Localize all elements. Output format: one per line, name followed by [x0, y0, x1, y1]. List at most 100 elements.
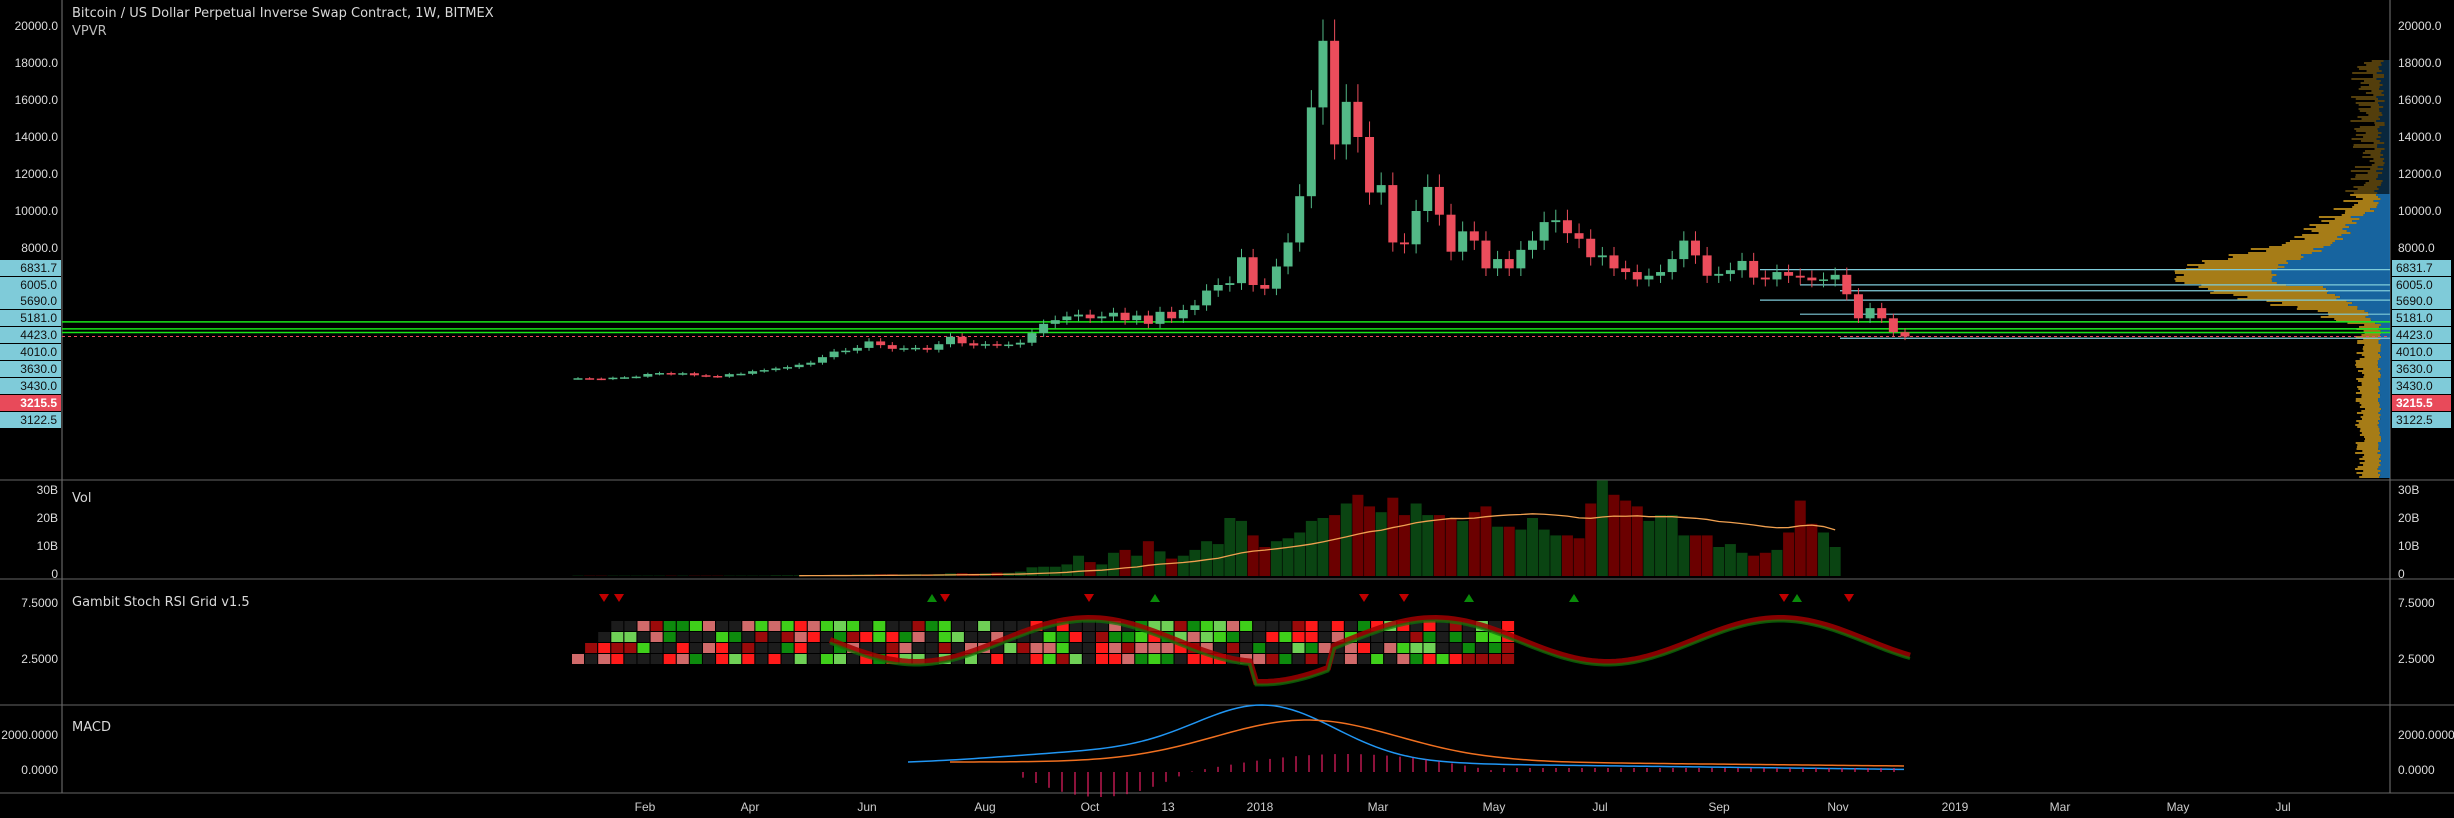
candle[interactable]	[1644, 276, 1653, 280]
candle[interactable]	[1609, 255, 1618, 268]
candle[interactable]	[1691, 241, 1700, 256]
candle[interactable]	[736, 374, 745, 376]
candle[interactable]	[1097, 316, 1106, 318]
candle[interactable]	[678, 373, 687, 375]
candle[interactable]	[1842, 275, 1851, 294]
candle[interactable]	[713, 376, 722, 378]
candle[interactable]	[1714, 274, 1723, 276]
price-level-tag[interactable]: 5181.0	[2392, 310, 2451, 326]
candle[interactable]	[923, 348, 932, 350]
candle[interactable]	[1516, 250, 1525, 269]
candle[interactable]	[1027, 333, 1036, 343]
candle[interactable]	[1202, 291, 1211, 306]
candle[interactable]	[1575, 233, 1584, 239]
candle[interactable]	[1156, 312, 1165, 324]
candle[interactable]	[1586, 239, 1595, 258]
candle[interactable]	[1796, 276, 1805, 278]
candle[interactable]	[899, 348, 908, 350]
candle[interactable]	[1807, 278, 1816, 281]
candle[interactable]	[643, 374, 652, 377]
candle[interactable]	[1493, 259, 1502, 268]
candle[interactable]	[1260, 285, 1269, 289]
candle[interactable]	[1784, 272, 1793, 276]
candle[interactable]	[1121, 313, 1130, 320]
candle[interactable]	[1819, 279, 1828, 281]
candle[interactable]	[1365, 137, 1374, 193]
candle[interactable]	[1726, 270, 1735, 274]
price-level-tag[interactable]: 3122.5	[0, 412, 61, 428]
candle[interactable]	[1179, 310, 1188, 318]
candle[interactable]	[946, 337, 955, 344]
candle[interactable]	[1831, 275, 1840, 280]
price-level-tag[interactable]: 5690.0	[0, 293, 61, 309]
candle[interactable]	[1074, 315, 1083, 317]
price-level-tag[interactable]: 6831.7	[2392, 260, 2451, 276]
candle[interactable]	[1400, 242, 1409, 244]
price-level-tag[interactable]: 4423.0	[0, 327, 61, 343]
candle[interactable]	[1330, 41, 1339, 145]
candle[interactable]	[608, 378, 617, 380]
price-level-tag[interactable]: 4423.0	[2392, 327, 2451, 343]
price-level-tag[interactable]: 6005.0	[2392, 277, 2451, 293]
candle[interactable]	[632, 377, 641, 379]
candle[interactable]	[1062, 316, 1071, 320]
candle[interactable]	[841, 351, 850, 353]
price-level-tag[interactable]: 4010.0	[0, 344, 61, 360]
candle[interactable]	[1633, 272, 1642, 279]
candle[interactable]	[1470, 231, 1479, 240]
candle[interactable]	[1132, 316, 1141, 321]
price-level-tag[interactable]: 6831.7	[0, 260, 61, 276]
volume-label[interactable]: Vol	[72, 491, 91, 506]
candle[interactable]	[865, 341, 874, 347]
candle[interactable]	[993, 344, 1002, 346]
price-level-tag[interactable]: 3430.0	[2392, 378, 2451, 394]
price-level-tag[interactable]: 4010.0	[2392, 344, 2451, 360]
candle[interactable]	[1505, 259, 1514, 268]
candle[interactable]	[1656, 272, 1665, 276]
candle[interactable]	[1039, 324, 1048, 333]
candle[interactable]	[1481, 241, 1490, 269]
candle[interactable]	[1528, 241, 1537, 250]
macd-label[interactable]: MACD	[72, 720, 111, 735]
candle[interactable]	[1772, 272, 1781, 279]
candle[interactable]	[830, 352, 839, 358]
candle[interactable]	[1342, 102, 1351, 145]
candle[interactable]	[1353, 102, 1362, 137]
candle[interactable]	[702, 375, 711, 377]
price-level-tag[interactable]: 3430.0	[0, 378, 61, 394]
candle[interactable]	[806, 363, 815, 365]
candles[interactable]	[574, 19, 1910, 380]
candle[interactable]	[1109, 313, 1118, 317]
candle[interactable]	[1423, 187, 1432, 211]
candle[interactable]	[1889, 318, 1898, 332]
candle[interactable]	[1004, 345, 1013, 347]
candle[interactable]	[1621, 268, 1630, 272]
candle[interactable]	[969, 343, 978, 345]
candle[interactable]	[1284, 242, 1293, 266]
candle[interactable]	[1854, 294, 1863, 318]
candle[interactable]	[1249, 257, 1258, 285]
candle[interactable]	[1388, 185, 1397, 242]
candle[interactable]	[1447, 215, 1456, 252]
candle[interactable]	[771, 368, 780, 370]
chart-canvas[interactable]	[0, 0, 2454, 818]
candle[interactable]	[1051, 320, 1060, 324]
candle[interactable]	[667, 373, 676, 375]
candle[interactable]	[1412, 211, 1421, 244]
candle[interactable]	[1167, 312, 1176, 318]
candle[interactable]	[1295, 196, 1304, 242]
candle[interactable]	[1190, 305, 1199, 310]
candle[interactable]	[1540, 222, 1549, 241]
stoch-rsi-label[interactable]: Gambit Stoch RSI Grid v1.5	[72, 595, 250, 610]
candle[interactable]	[1866, 308, 1875, 318]
candle[interactable]	[1318, 41, 1327, 108]
candle[interactable]	[783, 367, 792, 369]
candle[interactable]	[818, 357, 827, 363]
candle[interactable]	[1761, 278, 1770, 280]
candle[interactable]	[1598, 255, 1607, 257]
candle[interactable]	[1551, 220, 1560, 222]
price-level-tag[interactable]: 5690.0	[2392, 293, 2451, 309]
candle[interactable]	[934, 344, 943, 350]
candle[interactable]	[911, 348, 920, 350]
candle[interactable]	[574, 378, 583, 380]
